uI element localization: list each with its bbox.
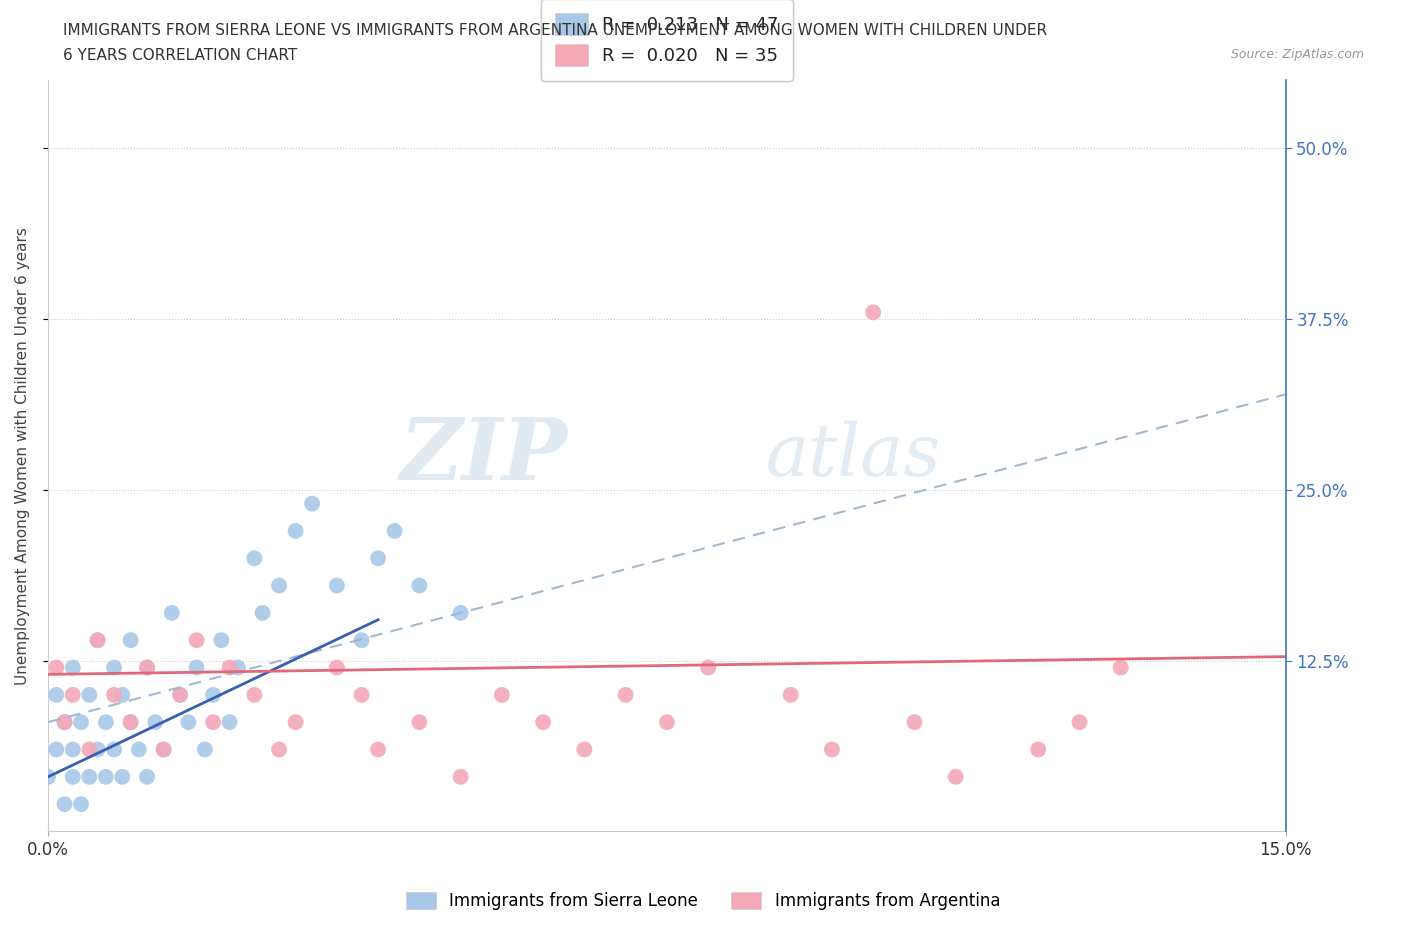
Point <box>350 687 373 702</box>
Point <box>120 632 142 647</box>
Point <box>62 687 84 702</box>
Point <box>218 715 240 730</box>
Point <box>70 797 93 812</box>
Point <box>169 687 191 702</box>
Point <box>111 769 134 784</box>
Point <box>218 660 240 675</box>
Point <box>367 551 389 565</box>
Point <box>574 742 596 757</box>
Y-axis label: Unemployment Among Women with Children Under 6 years: Unemployment Among Women with Children U… <box>15 227 30 684</box>
Point <box>1109 660 1132 675</box>
Point <box>450 605 472 620</box>
Point <box>103 660 125 675</box>
Point <box>53 797 76 812</box>
Point <box>94 769 117 784</box>
Point <box>86 632 108 647</box>
Point <box>152 742 174 757</box>
Point <box>408 578 430 593</box>
Point <box>186 660 208 675</box>
Point <box>79 769 101 784</box>
Point <box>226 660 249 675</box>
Point <box>1069 715 1091 730</box>
Point <box>284 524 307 538</box>
Point <box>45 660 67 675</box>
Point <box>326 660 349 675</box>
Legend: Immigrants from Sierra Leone, Immigrants from Argentina: Immigrants from Sierra Leone, Immigrants… <box>399 885 1007 917</box>
Point <box>614 687 637 702</box>
Point <box>152 742 174 757</box>
Point <box>202 687 225 702</box>
Point <box>160 605 183 620</box>
Point <box>384 524 406 538</box>
Point <box>531 715 554 730</box>
Point <box>128 742 150 757</box>
Point <box>209 632 232 647</box>
Text: 6 YEARS CORRELATION CHART: 6 YEARS CORRELATION CHART <box>63 48 298 63</box>
Point <box>86 742 108 757</box>
Point <box>177 715 200 730</box>
Point <box>62 742 84 757</box>
Text: Source: ZipAtlas.com: Source: ZipAtlas.com <box>1230 48 1364 61</box>
Point <box>269 742 291 757</box>
Text: ZIP: ZIP <box>401 414 568 498</box>
Point <box>243 687 266 702</box>
Point <box>94 715 117 730</box>
Point <box>367 742 389 757</box>
Point <box>202 715 225 730</box>
Point <box>45 742 67 757</box>
Legend: R =  0.213   N = 47, R =  0.020   N = 35: R = 0.213 N = 47, R = 0.020 N = 35 <box>541 0 793 81</box>
Point <box>326 578 349 593</box>
Text: atlas: atlas <box>766 420 942 491</box>
Point <box>186 632 208 647</box>
Point <box>655 715 678 730</box>
Point <box>136 660 159 675</box>
Point <box>120 715 142 730</box>
Text: IMMIGRANTS FROM SIERRA LEONE VS IMMIGRANTS FROM ARGENTINA UNEMPLOYMENT AMONG WOM: IMMIGRANTS FROM SIERRA LEONE VS IMMIGRAN… <box>63 23 1047 38</box>
Point <box>862 305 884 320</box>
Point <box>136 660 159 675</box>
Point <box>1026 742 1049 757</box>
Point <box>111 687 134 702</box>
Point <box>243 551 266 565</box>
Point <box>169 687 191 702</box>
Point <box>103 687 125 702</box>
Point <box>903 715 925 730</box>
Point <box>945 769 967 784</box>
Point <box>53 715 76 730</box>
Point <box>697 660 720 675</box>
Point <box>194 742 217 757</box>
Point <box>269 578 291 593</box>
Point <box>37 769 59 784</box>
Point <box>45 687 67 702</box>
Point <box>79 742 101 757</box>
Point <box>70 715 93 730</box>
Point <box>62 660 84 675</box>
Point <box>53 715 76 730</box>
Point <box>143 715 166 730</box>
Point <box>120 715 142 730</box>
Point <box>62 769 84 784</box>
Point <box>284 715 307 730</box>
Point <box>79 687 101 702</box>
Point <box>136 769 159 784</box>
Point <box>821 742 844 757</box>
Point <box>86 632 108 647</box>
Point <box>779 687 801 702</box>
Point <box>301 497 323 512</box>
Point <box>103 742 125 757</box>
Point <box>408 715 430 730</box>
Point <box>252 605 274 620</box>
Point <box>491 687 513 702</box>
Point <box>450 769 472 784</box>
Point <box>350 632 373 647</box>
